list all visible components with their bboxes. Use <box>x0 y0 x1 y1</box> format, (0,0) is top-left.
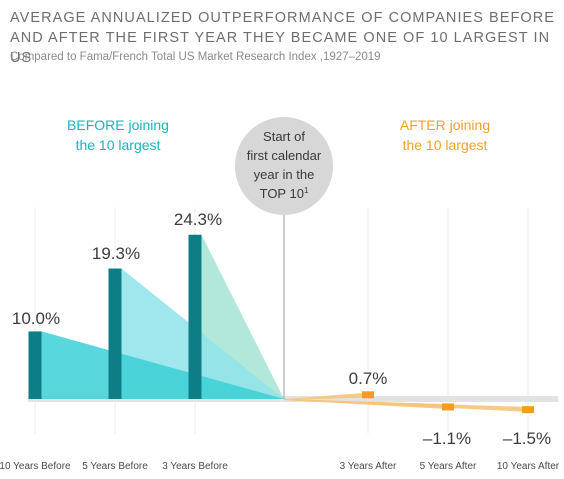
start-circle-label: first calendar <box>247 148 322 163</box>
bar-10-years-before <box>28 331 42 399</box>
value-label: –1.5% <box>503 429 551 448</box>
chart-title: AVERAGE ANNUALIZED OUTPERFORMANCE OF COM… <box>10 8 555 68</box>
bar-3-years-after <box>362 391 374 399</box>
x-tick-label: 3 Years After <box>340 461 397 472</box>
before-joining-label: the 10 largest <box>76 137 161 153</box>
after-joining-label: the 10 largest <box>403 137 488 153</box>
after-fan-area <box>284 392 374 400</box>
start-circle-label: year in the <box>254 167 315 182</box>
x-tick-label: 5 Years After <box>420 461 477 472</box>
chart-subtitle: Compared to Fama/French Total US Market … <box>10 51 381 63</box>
x-tick-label: 10 Years After <box>497 461 560 472</box>
value-label: 19.3% <box>92 244 140 263</box>
after-fan-area <box>284 399 454 410</box>
value-label: 24.3% <box>174 210 222 229</box>
value-label: –1.1% <box>423 429 471 448</box>
after-joining-label: AFTER joining <box>400 117 490 133</box>
footnote-marker: 1 <box>304 186 309 195</box>
x-tick-label: 3 Years Before <box>162 461 228 472</box>
start-circle-label: Start of <box>263 129 305 144</box>
x-tick-label: 10 Years Before <box>0 461 71 472</box>
start-circle <box>235 117 333 215</box>
bar-5-years-before <box>108 268 122 399</box>
before-joining-label: BEFORE joining <box>67 117 169 133</box>
bar-10-years-after <box>522 406 534 414</box>
x-tick-label: 5 Years Before <box>82 461 148 472</box>
chart-title-line-2: AND AFTER THE FIRST YEAR THEY BECAME ONE… <box>10 30 551 66</box>
chart-title-line-1: AVERAGE ANNUALIZED OUTPERFORMANCE OF COM… <box>10 10 555 26</box>
value-label: 10.0% <box>12 309 60 328</box>
value-label: 0.7% <box>349 369 388 388</box>
start-circle-label: TOP 101 <box>260 186 309 201</box>
bar-3-years-before <box>188 234 202 399</box>
bar-5-years-after <box>442 403 454 411</box>
before-fan-area <box>41 331 284 399</box>
